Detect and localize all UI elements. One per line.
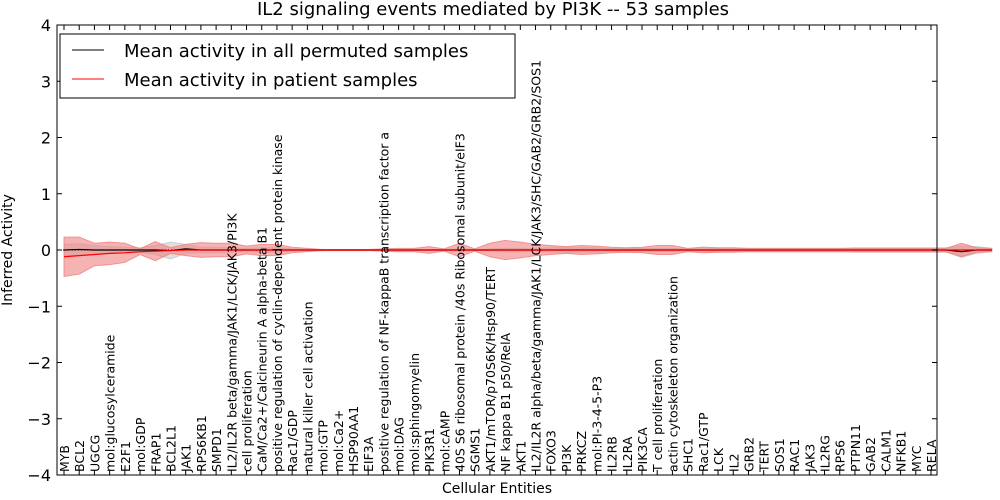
x-tick-label: Rac1/GDP [285,410,300,472]
x-tick-label: PIK3R1 [422,428,437,472]
y-tick-label: 3 [41,72,51,91]
x-axis-label: Cellular Entities [442,481,552,497]
x-tick-label: JAK3 [802,444,817,473]
y-tick-label: 0 [41,241,51,260]
x-tick-label: positive regulation of NF-kappaB transcr… [376,132,391,472]
x-tick-label: SOS1 [772,438,787,472]
x-tick-label: PIK3CA [635,427,650,472]
x-tick-label: mol:GTP [316,420,331,472]
x-tick-label: T cell proliferation [650,359,665,473]
x-tick-label: PI3K [559,444,574,472]
x-tick-label: SGMS1 [468,428,483,472]
x-tick-label: GAB2 [863,437,878,472]
x-tick-label: actin cytoskeleton organization [665,276,680,472]
x-tick-label: positive regulation of cyclin-dependent … [270,134,285,472]
y-axis-label: Inferred Activity [0,194,16,306]
x-tick-label: IL2RG [818,435,833,472]
x-tick-label: IL2/IL2R beta/gamma/JAK1/LCK/JAK3/PI3K [224,213,239,472]
legend-permuted-label: Mean activity in all permuted samples [124,41,468,62]
x-tick-label: LCK [711,447,726,472]
x-tick-label: FRAP1 [148,433,163,472]
x-tick-label: MYC [909,445,924,472]
x-tick-label: IL2 [726,453,741,472]
legend-box [59,33,516,99]
patient-mean-line [63,249,992,258]
x-tick-label: mol:glucosylceramide [103,334,118,472]
y-tick-label: 1 [41,185,51,204]
x-tick-label: SHC1 [681,438,696,472]
x-tick-label: Rac1/GTP [696,412,711,472]
legend: Mean activity in all permuted samples Me… [59,33,516,99]
x-tick-label: cell proliferation [240,370,255,472]
x-tick-label: NF kappa B1 p50/RelA [498,332,513,472]
x-tick-label: IL2/IL2R alpha/beta/gamma/JAK1/LCK/JAK3/… [529,60,544,472]
y-tick-label: −4 [27,466,51,485]
x-tick-label: PTPN11 [848,424,863,472]
x-tick-label: AKT1 [513,441,528,472]
x-tick-label: MYB [57,445,72,472]
x-tick-label: mol:GDP [133,417,148,472]
y-tick-label: 4 [41,16,51,35]
x-tick-label: IL2RB [605,436,620,472]
x-tick-label: PRKCZ [574,431,589,472]
x-tick-label: NFKB1 [894,431,909,472]
x-tick-label: mol:Ca2+ [331,410,346,472]
x-tick-label: RPS6KB1 [194,415,209,472]
x-tick-label: mol:PI-3-4-5-P3 [589,376,604,472]
x-tick-label: mol:sphingomyelin [407,353,422,472]
x-tick-label: RPS6 [833,440,848,472]
x-tick-label: FOXO3 [544,430,559,472]
y-tick-label: −3 [27,410,51,429]
x-tick-label: EIF3A [361,436,376,472]
y-tick-label: −1 [27,297,51,316]
x-tick-label: SMPD1 [209,428,224,472]
x-tick-label: AKT1/mTOR/p70S6K/Hsp90/TERT [483,266,498,472]
x-tick-label: RAC1 [787,439,802,472]
y-tick-label: 2 [41,129,51,148]
legend-patient-label: Mean activity in patient samples [124,70,418,91]
x-tick-label: GRB2 [741,437,756,472]
x-tick-label: TERT [757,441,772,473]
x-tick-label: 40S S6 ribosomal protein /40s Ribosomal … [452,133,467,472]
x-tick-label: E2F1 [118,441,133,472]
y-tick-label: −2 [27,354,51,373]
x-tick-label: BCL2L1 [163,425,178,472]
chart-title: IL2 signaling events mediated by PI3K --… [257,0,729,20]
x-tick-label: UGCG [87,435,102,472]
x-tick-label: BCL2 [72,440,87,472]
x-tick-label: CALM1 [878,429,893,472]
x-tick-label: IL2RA [620,436,635,472]
x-tick-label: JAK1 [179,444,194,473]
x-tick-label: mol:DAG [392,417,407,472]
x-tick-label: CaM/Ca2+/Calcineurin A alpha-beta B1 [255,227,270,472]
x-tick-label: HSP90AA1 [346,406,361,472]
x-tick-label: RELA [924,439,939,472]
x-tick-label: mol:cAMP [437,410,452,472]
x-tick-label: natural killer cell activation [300,301,315,472]
